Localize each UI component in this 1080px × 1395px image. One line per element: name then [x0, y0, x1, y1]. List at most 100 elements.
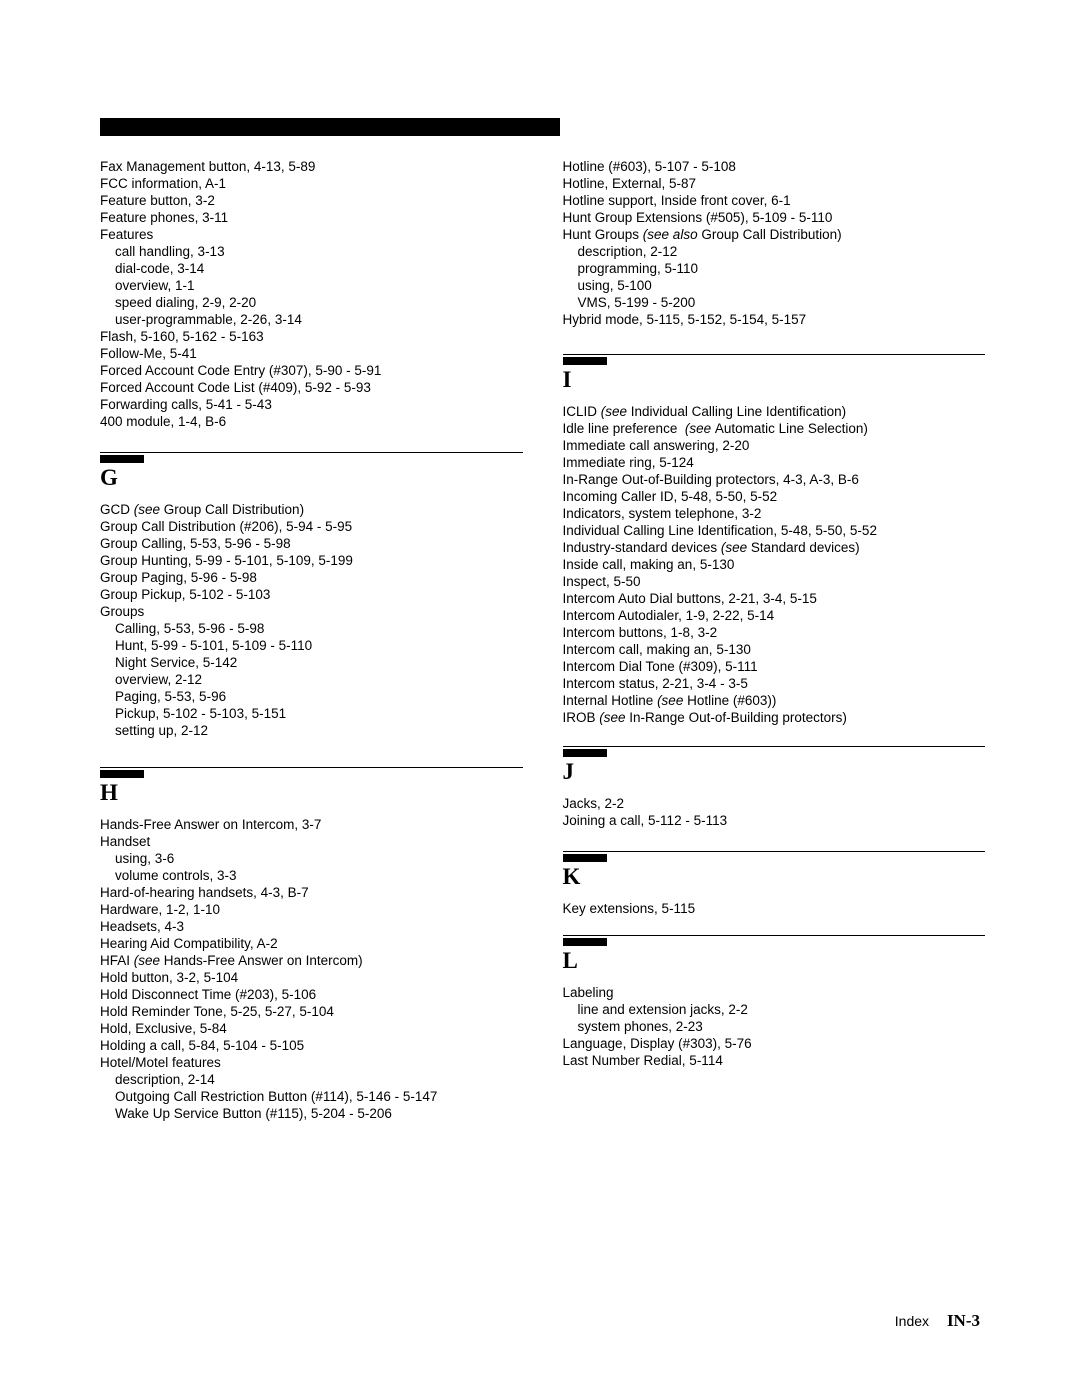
section-rule: [100, 452, 523, 453]
text: Automatic Line Selection): [715, 421, 868, 436]
index-entry: Follow-Me, 5-41: [100, 345, 523, 362]
footer-label: Index: [895, 1313, 929, 1329]
section-rule: [563, 851, 986, 852]
index-entry: Group Calling, 5-53, 5-96 - 5-98: [100, 535, 523, 552]
index-entry: Immediate call answering, 2-20: [563, 437, 986, 454]
index-entry: Intercom Auto Dial buttons, 2-21, 3-4, 5…: [563, 590, 986, 607]
index-entry: Forced Account Code Entry (#307), 5-90 -…: [100, 362, 523, 379]
index-entry: Idle line preference (see Automatic Line…: [563, 420, 986, 437]
block-h-pre: Hands-Free Answer on Intercom, 3-7Handse…: [100, 816, 523, 952]
index-entry: Intercom Autodialer, 1-9, 2-22, 5-14: [563, 607, 986, 624]
text: HFAI: [100, 953, 134, 968]
section-tab: [100, 770, 144, 778]
index-entry: speed dialing, 2-9, 2-20: [100, 294, 523, 311]
index-entry: dial-code, 3-14: [100, 260, 523, 277]
block-f: Fax Management button, 4-13, 5-89FCC inf…: [100, 158, 523, 430]
index-entry: Inspect, 5-50: [563, 573, 986, 590]
index-entry: Intercom Dial Tone (#309), 5-111: [563, 658, 986, 675]
text: Industry-standard devices: [563, 540, 721, 555]
section-rule: [563, 935, 986, 936]
index-entry: Internal Hotline (see Hotline (#603)): [563, 692, 986, 709]
index-entry: Night Service, 5-142: [100, 654, 523, 671]
index-entry: Calling, 5-53, 5-96 - 5-98: [100, 620, 523, 637]
index-entry: Hold, Exclusive, 5-84: [100, 1020, 523, 1037]
see-ref: (see: [134, 953, 164, 968]
section-tab: [563, 938, 607, 946]
index-entry: Outgoing Call Restriction Button (#114),…: [100, 1088, 523, 1105]
index-entry: using, 3-6: [100, 850, 523, 867]
index-entry: Joining a call, 5-112 - 5-113: [563, 812, 986, 829]
index-entry: Labeling: [563, 984, 986, 1001]
block-k: Key extensions, 5-115: [563, 900, 986, 917]
index-entry: Last Number Redial, 5-114: [563, 1052, 986, 1069]
index-entry: Holding a call, 5-84, 5-104 - 5-105: [100, 1037, 523, 1054]
section-rule: [563, 746, 986, 747]
see-ref: (see: [685, 421, 715, 436]
index-entry: Hotel/Motel features: [100, 1054, 523, 1071]
index-entry: Industry-standard devices (see Standard …: [563, 539, 986, 556]
see-ref: (see: [657, 693, 687, 708]
index-entry: Handset: [100, 833, 523, 850]
index-entry: Pickup, 5-102 - 5-103, 5-151: [100, 705, 523, 722]
block-i-mid2: Inside call, making an, 5-130Inspect, 5-…: [563, 556, 986, 692]
index-entry: Group Pickup, 5-102 - 5-103: [100, 586, 523, 603]
index-entry: volume controls, 3-3: [100, 867, 523, 884]
index-entry: Intercom status, 2-21, 3-4 - 3-5: [563, 675, 986, 692]
index-entry: Group Call Distribution (#206), 5-94 - 5…: [100, 518, 523, 535]
index-entry: Wake Up Service Button (#115), 5-204 - 5…: [100, 1105, 523, 1122]
index-entry: Group Paging, 5-96 - 5-98: [100, 569, 523, 586]
index-entry: GCD (see Group Call Distribution): [100, 501, 523, 518]
section-g-head: G: [100, 452, 523, 491]
index-entry: overview, 1-1: [100, 277, 523, 294]
index-entry: programming, 5-110: [563, 260, 986, 277]
index-entry: Hearing Aid Compatibility, A-2: [100, 935, 523, 952]
index-entry: IROB (see In-Range Out-of-Building prote…: [563, 709, 986, 726]
block-g: Group Call Distribution (#206), 5-94 - 5…: [100, 518, 523, 739]
index-entry: Jacks, 2-2: [563, 795, 986, 812]
index-entry: VMS, 5-199 - 5-200: [563, 294, 986, 311]
section-k-head: K: [563, 851, 986, 890]
index-entry: Immediate ring, 5-124: [563, 454, 986, 471]
text: Internal Hotline: [563, 693, 658, 708]
see-ref: (see: [599, 710, 629, 725]
page: Fax Management button, 4-13, 5-89FCC inf…: [0, 0, 1080, 1122]
right-column: Hotline (#603), 5-107 - 5-108Hotline, Ex…: [563, 158, 986, 1122]
section-l-head: L: [563, 935, 986, 974]
section-rule: [563, 354, 986, 355]
see-ref: (see also: [643, 227, 702, 242]
text: IROB: [563, 710, 600, 725]
block-l: Labeling line and extension jacks, 2-2 s…: [563, 984, 986, 1069]
index-entry: Hunt Group Extensions (#505), 5-109 - 5-…: [563, 209, 986, 226]
index-entry: Hotline support, Inside front cover, 6-1: [563, 192, 986, 209]
index-entry: Feature phones, 3-11: [100, 209, 523, 226]
index-entry: Paging, 5-53, 5-96: [100, 688, 523, 705]
index-entry: Inside call, making an, 5-130: [563, 556, 986, 573]
footer: Index IN-3: [895, 1311, 980, 1331]
text: Hotline (#603)): [687, 693, 776, 708]
index-entry: Hands-Free Answer on Intercom, 3-7: [100, 816, 523, 833]
index-entry: Hardware, 1-2, 1-10: [100, 901, 523, 918]
section-tab: [563, 854, 607, 862]
text: Group Call Distribution): [164, 502, 304, 517]
index-entry: In-Range Out-of-Building protectors, 4-3…: [563, 471, 986, 488]
index-entry: Forced Account Code List (#409), 5-92 - …: [100, 379, 523, 396]
text: Individual Calling Line Identification): [631, 404, 846, 419]
index-entry: system phones, 2-23: [563, 1018, 986, 1035]
index-entry: Hybrid mode, 5-115, 5-152, 5-154, 5-157: [563, 311, 986, 328]
section-tab: [563, 749, 607, 757]
section-rule: [100, 767, 523, 768]
index-entry: Language, Display (#303), 5-76: [563, 1035, 986, 1052]
index-entry: user-programmable, 2-26, 3-14: [100, 311, 523, 328]
columns: Fax Management button, 4-13, 5-89FCC inf…: [100, 158, 985, 1122]
index-entry: Hard-of-hearing handsets, 4-3, B-7: [100, 884, 523, 901]
text: Hands-Free Answer on Intercom): [164, 953, 363, 968]
block-i-mid: Immediate call answering, 2-20Immediate …: [563, 437, 986, 539]
index-entry: line and extension jacks, 2-2: [563, 1001, 986, 1018]
section-h-head: H: [100, 767, 523, 806]
index-entry: setting up, 2-12: [100, 722, 523, 739]
section-letter-l: L: [563, 948, 986, 974]
index-entry: Intercom call, making an, 5-130: [563, 641, 986, 658]
index-entry: using, 5-100: [563, 277, 986, 294]
top-black-bar: [100, 118, 560, 136]
index-entry: Hotline, External, 5-87: [563, 175, 986, 192]
